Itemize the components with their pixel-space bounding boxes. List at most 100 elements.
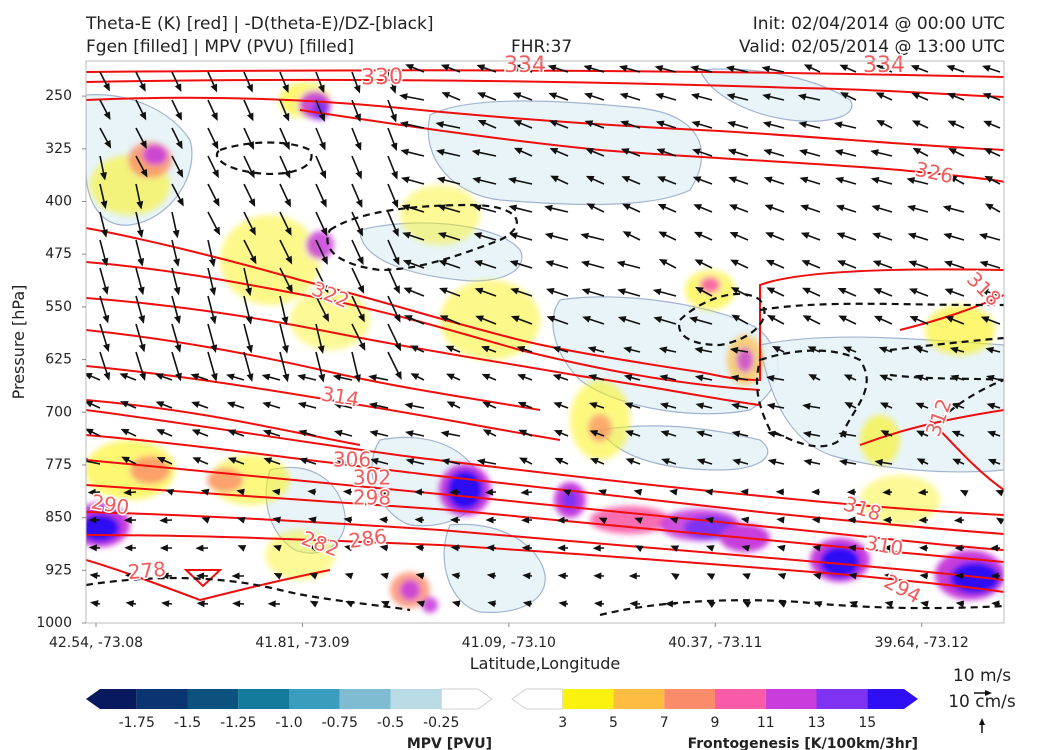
wind-arrow-220 bbox=[510, 287, 533, 297]
wind-arrow-159 bbox=[207, 239, 216, 268]
chart-title-line2: Fgen [filled] | MPV (PVU) [filled] bbox=[86, 37, 355, 57]
wind-arrow-190 bbox=[387, 267, 400, 295]
wind-vectors bbox=[86, 64, 1004, 609]
wind-arrow-3 bbox=[207, 71, 218, 93]
wind-arrow-75 bbox=[911, 120, 929, 129]
wind-ref-horizontal-arrow bbox=[974, 690, 992, 696]
mpv-colorbar-label: MPV [PVU] bbox=[407, 736, 492, 750]
wind-arrow-238 bbox=[243, 323, 253, 354]
dz-line-3 bbox=[759, 302, 1004, 312]
wind-arrow-237 bbox=[207, 323, 218, 354]
wind-arrow-253 bbox=[766, 314, 785, 325]
wind-arrow-262 bbox=[171, 351, 182, 382]
mpv-colorbar-tick-label: -1.5 bbox=[174, 715, 201, 731]
wind-arrow-241 bbox=[351, 323, 366, 351]
mpv-colorbar-swatch-3 bbox=[238, 689, 289, 709]
mpv-colorbar-tick-label: -0.25 bbox=[423, 715, 459, 731]
init-time: Init: 02/04/2014 @ 00:00 UTC bbox=[752, 14, 1005, 34]
wind-arrow-78 bbox=[99, 155, 107, 181]
wind-arrow-518 bbox=[955, 600, 965, 608]
wind-arrow-223 bbox=[617, 288, 641, 297]
wind-arrow-270 bbox=[445, 345, 461, 353]
dz-line-5 bbox=[889, 336, 1004, 352]
wind-arrow-475 bbox=[344, 572, 354, 580]
wind-arrow-160 bbox=[243, 239, 257, 265]
wind-arrow-337 bbox=[986, 402, 1001, 410]
wind-arrow-104 bbox=[99, 183, 108, 210]
wind-arrow-260 bbox=[99, 351, 111, 381]
wind-arrow-287 bbox=[119, 373, 137, 381]
wind-arrow-50 bbox=[946, 92, 965, 101]
wind-arrow-397 bbox=[342, 488, 353, 496]
wind-arrow-115 bbox=[472, 176, 497, 185]
wind-arrow-396 bbox=[307, 488, 317, 496]
wind-arrow-349 bbox=[482, 429, 497, 437]
dz-line-2 bbox=[677, 292, 766, 347]
wind-arrow-251 bbox=[689, 316, 713, 325]
wind-arrow-23 bbox=[910, 64, 929, 73]
fgen-colorbar-tick-label: 7 bbox=[660, 715, 669, 731]
wind-arrow-173 bbox=[693, 231, 713, 241]
y-tick-label: 775 bbox=[45, 457, 72, 473]
wind-arrow-402 bbox=[520, 488, 533, 496]
wind-arrow-38 bbox=[512, 92, 533, 101]
wind-arrow-272 bbox=[516, 345, 533, 353]
wind-arrow-231 bbox=[908, 288, 929, 297]
wind-arrow-209 bbox=[135, 295, 146, 324]
wind-arrow-335 bbox=[915, 402, 929, 410]
wind-arrow-380 bbox=[661, 458, 677, 465]
mpv-colorbar-swatch-6 bbox=[390, 689, 442, 709]
fgen-blob-18 bbox=[130, 456, 170, 484]
theta-e-label: 278 bbox=[127, 557, 167, 584]
wind-arrow-386 bbox=[874, 459, 893, 466]
wind-arrow-509 bbox=[629, 600, 641, 608]
wind-arrow-183 bbox=[135, 267, 145, 296]
wind-arrow-422 bbox=[307, 516, 317, 524]
wind-arrow-510 bbox=[664, 600, 677, 608]
wind-arrow-506 bbox=[522, 600, 533, 608]
wind-arrow-199 bbox=[694, 259, 713, 269]
wind-arrow-452 bbox=[450, 544, 461, 552]
wind-arrow-430 bbox=[598, 517, 608, 525]
wind-arrow-132 bbox=[171, 211, 180, 239]
wind-arrow-499 bbox=[267, 600, 281, 608]
wind-arrow-428 bbox=[521, 516, 533, 524]
wind-arrow-449 bbox=[344, 544, 353, 552]
wind-arrow-141 bbox=[472, 204, 497, 213]
wind-arrow-409 bbox=[775, 488, 785, 496]
wind-arrow-9 bbox=[405, 64, 425, 73]
wind-arrow-83 bbox=[279, 155, 291, 179]
theta-e-line-8 bbox=[86, 365, 561, 441]
wind-arrow-265 bbox=[279, 351, 290, 383]
wind-arrow-98 bbox=[798, 148, 821, 157]
wind-arrow-213 bbox=[279, 295, 289, 326]
wind-arrow-323 bbox=[482, 401, 497, 409]
wind-arrow-100 bbox=[870, 149, 893, 157]
wind-arrow-187 bbox=[279, 267, 293, 294]
wind-arrow-450 bbox=[379, 544, 389, 552]
wind-arrow-443 bbox=[124, 544, 137, 552]
wind-arrow-21 bbox=[839, 64, 857, 73]
wind-arrow-387 bbox=[916, 458, 929, 466]
wind-arrow-148 bbox=[728, 204, 749, 213]
fgen-colorbar-swatch-7 bbox=[867, 689, 918, 709]
wind-arrow-370 bbox=[299, 457, 317, 465]
fgen-blob-16 bbox=[737, 348, 753, 372]
wind-arrow-492 bbox=[955, 572, 965, 580]
theta-e-line-1 bbox=[86, 79, 1004, 98]
wind-arrow-33 bbox=[351, 99, 361, 123]
wind-arrow-171 bbox=[622, 231, 641, 241]
wind-arrow-246 bbox=[510, 315, 533, 325]
wind-arrow-168 bbox=[509, 232, 533, 241]
wind-arrow-84 bbox=[315, 155, 327, 180]
wind-arrow-20 bbox=[803, 64, 821, 73]
wind-arrow-399 bbox=[413, 488, 425, 496]
wind-arrow-37 bbox=[477, 92, 497, 101]
wind-arrow-123 bbox=[763, 176, 785, 185]
wind-arrow-505 bbox=[487, 600, 497, 608]
wind-arrow-408 bbox=[740, 488, 749, 496]
mpv-colorbar-tick-label: -1.0 bbox=[275, 715, 302, 731]
wind-arrow-31 bbox=[279, 99, 290, 122]
x-tick-label: 41.09, -73.10 bbox=[462, 635, 556, 651]
wind-arrow-341 bbox=[191, 429, 209, 437]
